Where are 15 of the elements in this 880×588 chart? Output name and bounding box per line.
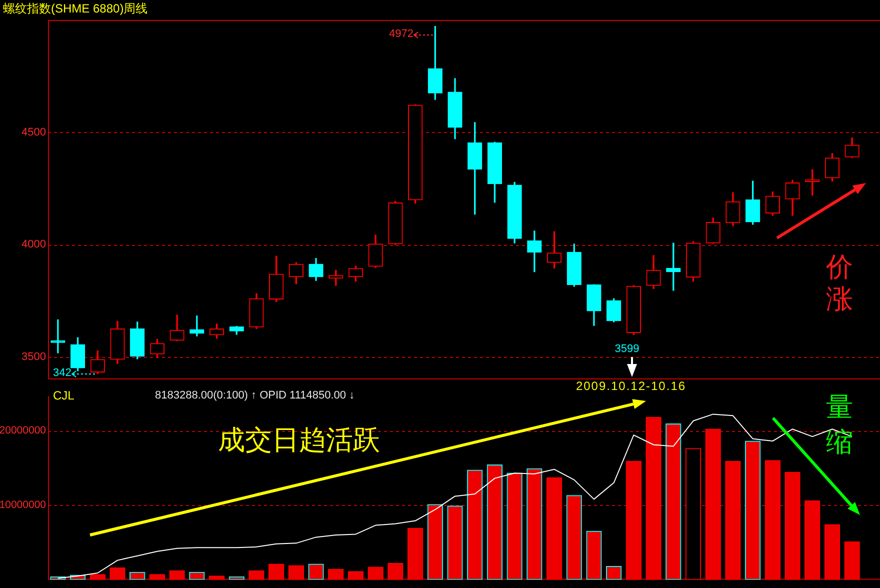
y-tick-label: 4000 (22, 238, 46, 251)
y-tick-label: 4500 (22, 126, 46, 138)
annotation: 量缩 (826, 391, 854, 459)
chart-subtitle: 8183288.00(0:100) ↑ OPID 1114850.00 ↓ (155, 390, 355, 402)
annotation: 3599 (614, 343, 640, 355)
annotation: 342 (53, 367, 72, 379)
annotation: 2009.10.12-10.16 (576, 379, 686, 393)
chart-title: CJL (53, 388, 75, 402)
y-tick-label: 3500 (22, 350, 46, 363)
annotation: 成交日趋活跃 (218, 425, 380, 455)
y-tick-label: 10000000 (0, 499, 46, 512)
chart-title: 螺纹指数(SHME 6880)周线 (3, 1, 148, 16)
annotation: 4972 (389, 28, 414, 40)
y-tick-label: 20000000 (0, 424, 46, 436)
annotation: 价涨 (826, 251, 854, 315)
